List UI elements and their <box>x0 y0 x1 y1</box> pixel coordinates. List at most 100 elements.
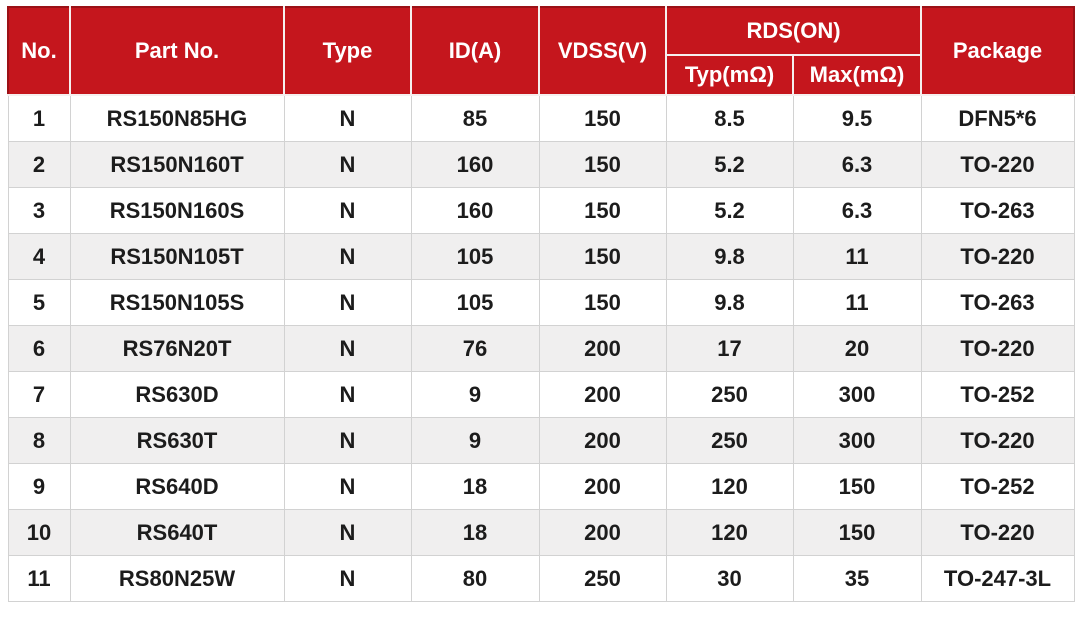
cell-vdss_v: 150 <box>538 94 667 142</box>
cell-typ_mohm: 8.5 <box>665 94 794 142</box>
cell-package: TO-220 <box>920 509 1075 556</box>
cell-vdss_v: 200 <box>538 463 667 510</box>
cell-vdss_v: 150 <box>538 233 667 280</box>
cell-max_mohm: 6.3 <box>792 141 922 188</box>
cell-package: TO-247-3L <box>920 555 1075 602</box>
cell-part_no: RS76N20T <box>69 325 285 372</box>
cell-part_no: RS150N105S <box>69 279 285 326</box>
cell-no: 11 <box>7 555 71 602</box>
col-header-no: No. <box>7 6 71 96</box>
table-row: 1 RS150N85HG N 85 150 8.5 9.5 DFN5*6 <box>7 94 1075 142</box>
cell-part_no: RS640D <box>69 463 285 510</box>
cell-id_a: 80 <box>410 555 540 602</box>
cell-typ_mohm: 250 <box>665 417 794 464</box>
cell-package: TO-252 <box>920 371 1075 418</box>
cell-max_mohm: 300 <box>792 371 922 418</box>
cell-part_no: RS630T <box>69 417 285 464</box>
table-row: 11 RS80N25W N 80 250 30 35 TO-247-3L <box>7 555 1075 602</box>
cell-id_a: 76 <box>410 325 540 372</box>
cell-id_a: 160 <box>410 141 540 188</box>
col-header-package: Package <box>920 6 1076 96</box>
col-header-id-a: ID(A) <box>410 6 540 96</box>
cell-vdss_v: 200 <box>538 417 667 464</box>
cell-part_no: RS150N85HG <box>69 94 285 142</box>
cell-typ_mohm: 120 <box>665 509 794 556</box>
table-row: 3 RS150N160S N 160 150 5.2 6.3 TO-263 <box>7 187 1075 234</box>
cell-type: N <box>283 555 412 602</box>
cell-typ_mohm: 120 <box>665 463 794 510</box>
col-header-max-mohm: Max(mΩ) <box>791 54 923 96</box>
cell-vdss_v: 250 <box>538 555 667 602</box>
cell-no: 4 <box>7 233 71 280</box>
cell-type: N <box>283 417 412 464</box>
cell-part_no: RS150N105T <box>69 233 285 280</box>
table-row: 2 RS150N160T N 160 150 5.2 6.3 TO-220 <box>7 141 1075 188</box>
cell-id_a: 85 <box>410 94 540 142</box>
table-row: 7 RS630D N 9 200 250 300 TO-252 <box>7 371 1075 418</box>
cell-type: N <box>283 325 412 372</box>
cell-max_mohm: 150 <box>792 463 922 510</box>
cell-package: TO-220 <box>920 233 1075 280</box>
cell-no: 3 <box>7 187 71 234</box>
col-header-vdss-v: VDSS(V) <box>538 6 667 96</box>
cell-part_no: RS640T <box>69 509 285 556</box>
cell-max_mohm: 11 <box>792 279 922 326</box>
cell-max_mohm: 11 <box>792 233 922 280</box>
cell-id_a: 160 <box>410 187 540 234</box>
header-row-sub: Typ(mΩ) Max(mΩ) <box>8 54 1074 96</box>
cell-part_no: RS630D <box>69 371 285 418</box>
cell-max_mohm: 9.5 <box>792 94 922 142</box>
cell-no: 6 <box>7 325 71 372</box>
cell-package: TO-263 <box>920 279 1075 326</box>
cell-max_mohm: 300 <box>792 417 922 464</box>
cell-vdss_v: 150 <box>538 187 667 234</box>
cell-package: TO-220 <box>920 141 1075 188</box>
cell-id_a: 9 <box>410 371 540 418</box>
cell-package: TO-220 <box>920 325 1075 372</box>
table-row: 8 RS630T N 9 200 250 300 TO-220 <box>7 417 1075 464</box>
cell-typ_mohm: 9.8 <box>665 279 794 326</box>
header-row-main: No. Part No. Type ID(A) VDSS(V) RDS(ON) … <box>7 6 1076 96</box>
cell-part_no: RS150N160T <box>69 141 285 188</box>
mosfet-parts-table: No. Part No. Type ID(A) VDSS(V) RDS(ON) … <box>7 6 1076 602</box>
cell-typ_mohm: 9.8 <box>665 233 794 280</box>
cell-type: N <box>283 187 412 234</box>
cell-type: N <box>283 141 412 188</box>
cell-type: N <box>283 279 412 326</box>
cell-id_a: 9 <box>410 417 540 464</box>
cell-vdss_v: 150 <box>538 279 667 326</box>
col-header-part-no: Part No. <box>69 6 285 96</box>
cell-no: 1 <box>7 94 71 142</box>
cell-max_mohm: 6.3 <box>792 187 922 234</box>
cell-max_mohm: 35 <box>792 555 922 602</box>
table-row: 5 RS150N105S N 105 150 9.8 11 TO-263 <box>7 279 1075 326</box>
col-header-typ-mohm: Typ(mΩ) <box>665 54 794 96</box>
cell-vdss_v: 200 <box>538 325 667 372</box>
cell-no: 7 <box>7 371 71 418</box>
cell-max_mohm: 20 <box>792 325 922 372</box>
cell-id_a: 105 <box>410 279 540 326</box>
cell-no: 5 <box>7 279 71 326</box>
cell-id_a: 18 <box>410 509 540 556</box>
table-row: 4 RS150N105T N 105 150 9.8 11 TO-220 <box>7 233 1075 280</box>
cell-vdss_v: 200 <box>538 509 667 556</box>
cell-typ_mohm: 17 <box>665 325 794 372</box>
cell-part_no: RS150N160S <box>69 187 285 234</box>
cell-id_a: 18 <box>410 463 540 510</box>
cell-type: N <box>283 94 412 142</box>
cell-package: DFN5*6 <box>920 94 1075 142</box>
cell-vdss_v: 200 <box>538 371 667 418</box>
cell-typ_mohm: 5.2 <box>665 141 794 188</box>
cell-no: 8 <box>7 417 71 464</box>
cell-no: 10 <box>7 509 71 556</box>
cell-vdss_v: 150 <box>538 141 667 188</box>
table-row: 10 RS640T N 18 200 120 150 TO-220 <box>7 509 1075 556</box>
cell-no: 9 <box>7 463 71 510</box>
table-row: 6 RS76N20T N 76 200 17 20 TO-220 <box>7 325 1075 372</box>
table-body: 1 RS150N85HG N 85 150 8.5 9.5 DFN5*6 2 RS150N160T… <box>7 94 1075 602</box>
cell-type: N <box>283 509 412 556</box>
col-header-rds-on: RDS(ON) <box>664 6 923 56</box>
cell-type: N <box>283 233 412 280</box>
cell-package: TO-263 <box>920 187 1075 234</box>
